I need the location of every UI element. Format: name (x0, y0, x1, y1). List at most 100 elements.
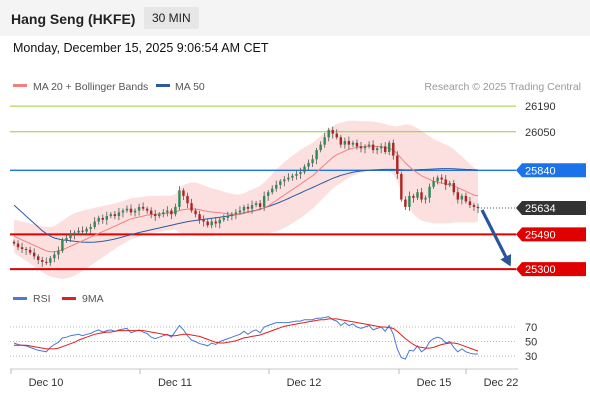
candle-body (363, 146, 367, 149)
candle-body (452, 183, 456, 193)
rsi-lines (13, 316, 479, 360)
candle-body (133, 210, 137, 213)
candle-body (137, 206, 141, 211)
candle-body (408, 195, 411, 207)
level-tags: 26190 26050 25840 25634 25490 25300 (516, 101, 586, 277)
candle-body (287, 177, 290, 180)
candle-body (303, 166, 306, 173)
candle-body (89, 227, 92, 229)
bollinger-band-fill (14, 120, 478, 280)
candle-body (327, 129, 330, 138)
level-lines (10, 105, 516, 271)
candle-body (222, 217, 226, 220)
candlesticks (12, 126, 480, 267)
candle-body (420, 192, 423, 200)
candle-body (145, 208, 149, 211)
timeframe-badge[interactable]: 30 MIN (144, 7, 199, 29)
candle-body (343, 140, 347, 145)
forecast-arrow-shaft (480, 209, 510, 262)
candle-body (359, 146, 363, 149)
rsi-line (13, 316, 478, 360)
forecast-arrow-head (500, 254, 512, 267)
forecast-arrow (480, 209, 512, 267)
candle-body (258, 203, 262, 207)
candle-body (335, 133, 338, 138)
candle-body (299, 172, 302, 174)
candle-body (170, 210, 173, 215)
candle-body (117, 212, 121, 217)
bollinger-band-area (14, 120, 478, 280)
x-axis-ticks: Dec 10 Dec 11 Dec 12 Dec 15 Dec 22 (10, 369, 519, 389)
candle-body (383, 146, 387, 152)
candle-body (198, 214, 201, 220)
candle-body (20, 247, 24, 250)
candle-body (367, 144, 371, 147)
chart-header: Hang Seng (HKFE) 30 MIN (0, 0, 590, 36)
candle-body (468, 201, 472, 206)
candle-body (400, 173, 403, 200)
candle-body (424, 197, 427, 200)
candle-body (375, 148, 379, 151)
ma9-legend-swatch (62, 297, 76, 300)
ma50-legend-swatch (156, 84, 170, 87)
rsi-tick-label-50: 50 (525, 337, 537, 349)
candle-body (218, 219, 221, 224)
resistance-label-26050: 26050 (525, 127, 556, 139)
ma50-legend-label: MA 50 (175, 81, 205, 93)
candle-body (36, 256, 40, 261)
level-tag-bg-25634 (516, 201, 586, 215)
candle-body (436, 177, 439, 182)
candle-body (319, 144, 322, 151)
candle-body (129, 208, 133, 213)
candle-body (73, 232, 76, 235)
candle-body (16, 243, 20, 248)
candle-body (275, 184, 278, 189)
candle-body (279, 181, 282, 185)
candle-body (432, 181, 435, 187)
rsi-legend-label: RSI (33, 293, 51, 305)
level-tag-bg-25490 (516, 227, 586, 242)
candle-body (464, 195, 468, 202)
candle-body (28, 249, 32, 253)
candle-body (412, 195, 415, 198)
candle-body (57, 250, 60, 255)
x-tick-label-dec-10: Dec 10 (29, 377, 64, 389)
x-tick-label-dec-22: Dec 22 (484, 377, 519, 389)
level-tag-25634: 25634 (525, 203, 556, 215)
candle-body (24, 249, 28, 251)
candle-body (428, 186, 431, 198)
candle-body (351, 142, 355, 145)
instrument-title: Hang Seng (HKFE) (11, 11, 136, 27)
candle-body (93, 221, 96, 228)
level-tag-bg-25840 (516, 163, 586, 178)
candle-body (113, 214, 117, 217)
candle-body (69, 234, 72, 239)
candle-body (49, 258, 52, 263)
ma-bb-legend-label: MA 20 + Bollinger Bands (33, 81, 148, 93)
candle-body (178, 190, 181, 207)
x-tick-label-dec-12: Dec 12 (287, 377, 322, 389)
candle-body (149, 210, 153, 215)
candle-body (45, 261, 48, 263)
candle-body (65, 238, 68, 240)
candle-body (186, 195, 189, 204)
candle-body (476, 206, 480, 208)
candle-body (125, 208, 129, 211)
candle-body (396, 155, 399, 174)
candle-body (311, 159, 314, 163)
candle-body (331, 129, 334, 134)
candle-body (371, 144, 375, 151)
candle-body (190, 203, 193, 211)
candle-body (388, 142, 391, 152)
candle-body (234, 212, 238, 215)
candle-body (194, 210, 197, 215)
candle-body (460, 195, 464, 200)
candle-body (379, 146, 383, 149)
candle-body (230, 214, 234, 217)
candle-body (323, 137, 326, 145)
candle-body (85, 228, 88, 232)
resistance-label-26190: 26190 (525, 101, 556, 113)
candle-body (266, 192, 270, 196)
rsi-ma9-line (14, 318, 479, 352)
